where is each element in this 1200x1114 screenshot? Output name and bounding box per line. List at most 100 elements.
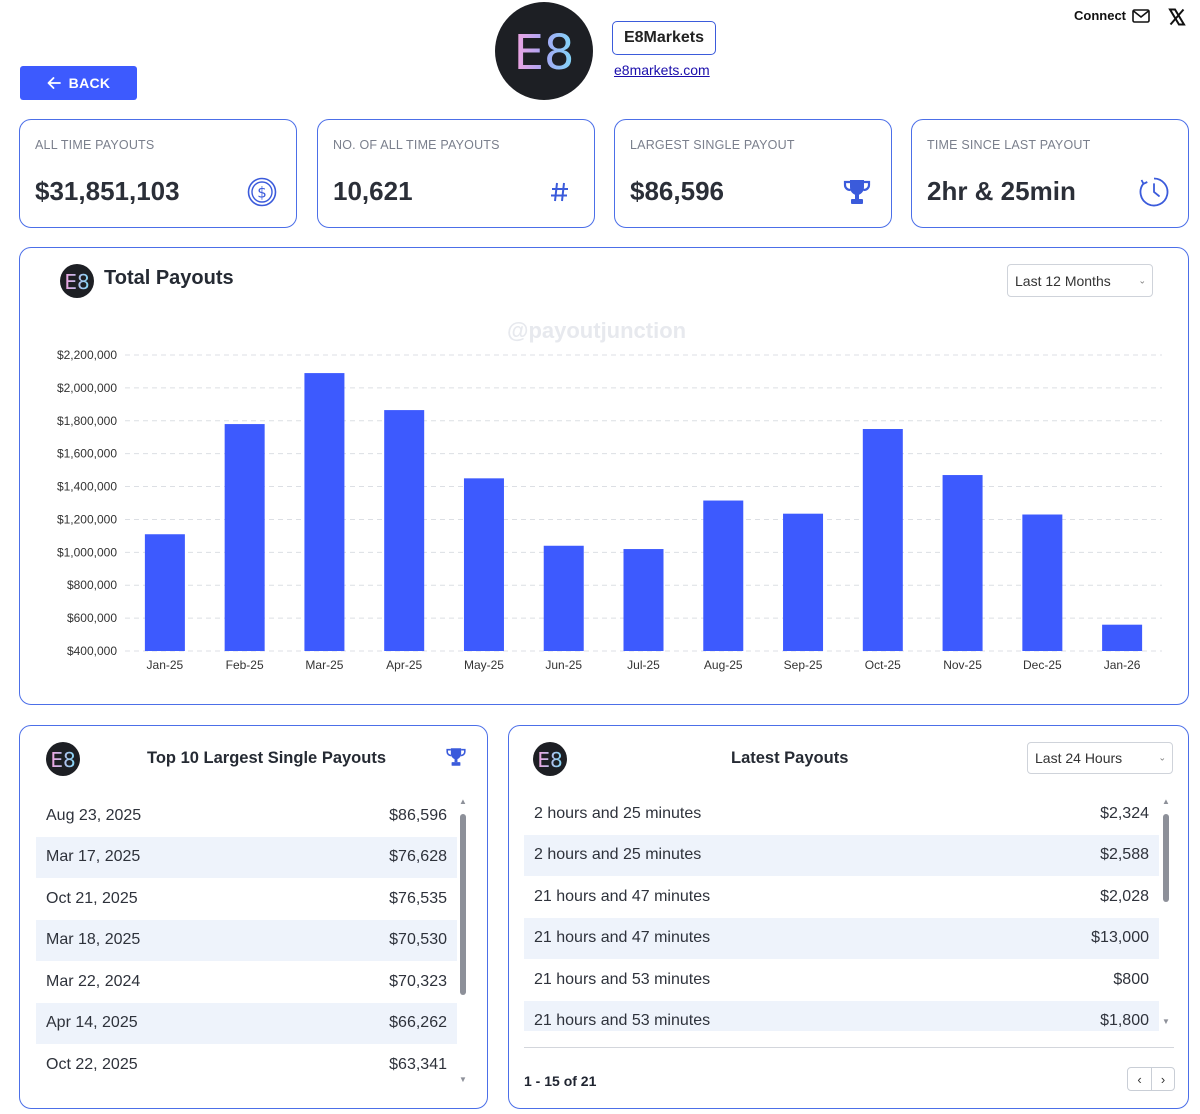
top-payouts-scrollbar[interactable]: ▲ ▼ (458, 798, 468, 1088)
latest-payouts-scrollbar[interactable]: ▲ ▼ (1161, 798, 1171, 1030)
list-item: 21 hours and 53 minutes $1,800 (524, 1000, 1159, 1031)
x-social-icon[interactable] (1168, 8, 1186, 26)
scroll-down-icon[interactable]: ▼ (1162, 1017, 1170, 1026)
connect-button[interactable]: Connect (1074, 8, 1150, 23)
chevron-left-icon: ‹ (1137, 1071, 1142, 1087)
payout-amount: $2,588 (1100, 846, 1149, 864)
brand-logo-small: E8 (533, 742, 567, 776)
stat-label: NO. OF ALL TIME PAYOUTS (333, 138, 500, 152)
chart-range-value: Last 12 Months (1015, 272, 1111, 289)
total-payouts-panel: E8 Total Payouts Last 12 Months ⌄ @payou… (19, 247, 1189, 705)
list-item: Aug 23, 2025 $86,596 (36, 795, 457, 837)
scroll-up-icon[interactable]: ▲ (459, 797, 467, 806)
payout-time: 21 hours and 47 minutes (534, 929, 711, 947)
stat-label: LARGEST SINGLE PAYOUT (630, 138, 795, 152)
bar[interactable] (463, 478, 504, 651)
svg-text:$: $ (257, 184, 267, 202)
y-tick-label: $600,000 (67, 611, 117, 625)
brand-logo-small-text: E8 (50, 748, 75, 770)
brand-logo-small: E8 (60, 264, 94, 298)
scroll-up-icon[interactable]: ▲ (1162, 797, 1170, 806)
x-tick-label: Mar-25 (305, 658, 343, 672)
bar[interactable] (304, 373, 345, 651)
payout-time: 21 hours and 53 minutes (534, 970, 711, 988)
clock-icon (1138, 176, 1170, 208)
bar[interactable] (862, 429, 903, 651)
stat-value: 10,621 (333, 176, 413, 206)
payout-amount: $76,535 (389, 889, 447, 907)
payout-date: Oct 21, 2025 (46, 889, 138, 907)
payout-date: Mar 18, 2025 (46, 931, 141, 949)
latest-payouts-list: 2 hours and 25 minutes $2,324 2 hours and… (524, 793, 1159, 1031)
payout-date: Aug 23, 2025 (46, 806, 142, 824)
latest-payouts-title: Latest Payouts (731, 749, 849, 767)
payout-amount: $70,530 (389, 931, 447, 949)
payout-amount: $800 (1113, 970, 1149, 988)
pagination-controls: ‹ › (1127, 1067, 1175, 1091)
bar[interactable] (703, 500, 744, 651)
payout-date: Mar 22, 2024 (46, 972, 141, 990)
prev-page-button[interactable]: ‹ (1128, 1068, 1151, 1090)
dollar-circle-icon: $ (246, 176, 278, 208)
y-tick-label: $1,400,000 (57, 480, 117, 494)
list-item: Mar 17, 2025 $76,628 (36, 836, 457, 878)
payout-amount: $66,262 (389, 1014, 447, 1032)
x-tick-label: Feb-25 (226, 658, 264, 672)
payout-amount: $1,800 (1100, 1012, 1149, 1030)
bar[interactable] (942, 475, 983, 651)
payout-time: 2 hours and 25 minutes (534, 804, 702, 822)
bar[interactable] (623, 549, 664, 651)
top-payouts-title: Top 10 Largest Single Payouts (147, 749, 387, 767)
back-label: BACK (68, 75, 111, 91)
scroll-thumb[interactable] (1163, 814, 1169, 902)
next-page-button[interactable]: › (1151, 1068, 1174, 1090)
brand-name-badge: E8Markets (612, 21, 716, 55)
payout-amount: $70,323 (389, 972, 447, 990)
bar[interactable] (543, 545, 584, 651)
x-tick-label: Dec-25 (1023, 658, 1062, 672)
trophy-icon (841, 176, 873, 208)
payout-amount: $13,000 (1091, 929, 1149, 947)
scroll-down-icon[interactable]: ▼ (459, 1075, 467, 1084)
payout-amount: $2,028 (1100, 887, 1149, 905)
bar[interactable] (384, 410, 425, 651)
stat-label: TIME SINCE LAST PAYOUT (927, 138, 1091, 152)
list-item: Apr 14, 2025 $66,262 (36, 1002, 457, 1044)
brand-logo: E8 (495, 2, 593, 100)
stat-value: 2hr & 25min (927, 176, 1076, 206)
bar[interactable] (1022, 514, 1063, 651)
chevron-down-icon: ⌄ (1158, 752, 1166, 763)
latest-range-value: Last 24 Hours (1035, 750, 1123, 766)
top-payouts-panel: E8 Top 10 Largest Single Payouts Aug 23,… (19, 725, 488, 1109)
stat-card-largest-payout: LARGEST SINGLE PAYOUT $86,596 (614, 119, 892, 228)
y-tick-label: $1,800,000 (57, 414, 117, 428)
list-item: Mar 22, 2024 $70,323 (36, 961, 457, 1003)
y-tick-label: $400,000 (67, 644, 117, 658)
bar[interactable] (144, 534, 185, 651)
payout-date: Mar 17, 2025 (46, 848, 141, 866)
y-tick-label: $800,000 (67, 578, 117, 592)
back-button[interactable]: BACK (20, 66, 137, 100)
brand-website-link[interactable]: e8markets.com (614, 62, 710, 78)
chart-range-select[interactable]: Last 12 Months ⌄ (1007, 264, 1153, 297)
y-tick-label: $1,200,000 (57, 512, 117, 526)
y-tick-label: $1,000,000 (57, 545, 117, 559)
bar[interactable] (224, 424, 265, 651)
top-payouts-list: Aug 23, 2025 $86,596 Mar 17, 2025 $76,628 … (36, 795, 457, 1086)
bar[interactable] (1102, 624, 1143, 651)
payout-time: 21 hours and 53 minutes (534, 1012, 711, 1030)
payouts-bar-chart: $400,000 $600,000 $800,000 $1,000,000 $1,200… (57, 348, 1162, 672)
chevron-down-icon: ⌄ (1138, 275, 1146, 285)
bar[interactable] (783, 513, 824, 651)
latest-range-select[interactable]: Last 24 Hours ⌄ (1027, 742, 1173, 774)
scroll-thumb[interactable] (460, 814, 466, 995)
stat-value: $31,851,103 (35, 176, 180, 206)
connect-label: Connect (1074, 8, 1126, 23)
x-tick-label: May-25 (464, 658, 504, 672)
brand-logo-text: E8 (514, 26, 575, 76)
list-item: 21 hours and 53 minutes $800 (524, 959, 1159, 1001)
pagination-status: 1 - 15 of 21 (524, 1073, 597, 1089)
payout-amount: $76,628 (389, 848, 447, 866)
list-item: Oct 22, 2025 $63,341 (36, 1044, 457, 1086)
mail-icon (1132, 8, 1150, 23)
